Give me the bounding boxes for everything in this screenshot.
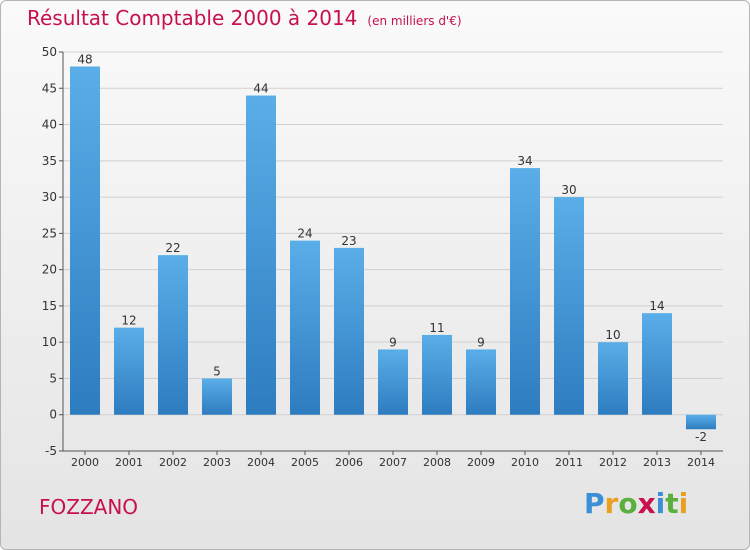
data-label: 48 (77, 53, 92, 67)
data-labels: 48 12 22 5 44 24 23 9 11 9 34 30 10 14 -2 (77, 53, 707, 445)
commune-name: FOZZANO (39, 495, 139, 519)
bar (246, 95, 276, 415)
logo-letter: i (678, 487, 689, 520)
data-label: 5 (213, 364, 221, 378)
bar (686, 414, 716, 430)
y-tick-label: 0 (49, 408, 57, 422)
y-tick-label: 35 (42, 154, 57, 168)
data-label: 34 (517, 154, 532, 168)
bar (290, 240, 320, 415)
data-label: 24 (297, 227, 312, 241)
axes: -5 0 5 10 15 20 25 30 35 40 45 50 2000 2001 2002 2003 20… (42, 45, 723, 469)
x-tick-label: 2001 (115, 456, 143, 469)
y-tick-label: 30 (42, 190, 57, 204)
y-tick-label: 20 (42, 263, 57, 277)
chart-title: Résultat Comptable 2000 à 2014 (en millie… (27, 6, 462, 30)
x-tick-label: 2009 (467, 456, 495, 469)
x-tick-label: 2011 (555, 456, 583, 469)
data-label: 14 (649, 299, 664, 313)
data-label: 9 (389, 335, 397, 349)
chart-title-text: Résultat Comptable 2000 à 2014 (27, 6, 358, 30)
data-label: 11 (429, 321, 444, 335)
data-label: 9 (477, 335, 485, 349)
bars (70, 66, 716, 430)
x-tick-label: 2002 (159, 456, 187, 469)
bar (510, 168, 540, 415)
x-tick-label: 2006 (335, 456, 363, 469)
logo-letter: x (637, 487, 656, 520)
data-label: 44 (253, 82, 268, 96)
data-label: 12 (121, 314, 136, 328)
y-tick-label: 25 (42, 226, 57, 240)
y-tick-label: 50 (42, 45, 57, 59)
bar (466, 349, 496, 415)
logo-letter: o (618, 487, 638, 520)
x-tick-label: 2007 (379, 456, 407, 469)
data-label: 23 (341, 234, 356, 248)
x-tick-label: 2008 (423, 456, 451, 469)
logo-letter: r (604, 487, 619, 520)
bar (158, 255, 188, 415)
y-tick-label: 45 (42, 81, 57, 95)
bar (378, 349, 408, 415)
bar (70, 66, 100, 415)
chart-subtitle: (en milliers d'€) (367, 14, 462, 28)
y-tick-label: 15 (42, 299, 57, 313)
x-tick-label: 2013 (643, 456, 671, 469)
data-label: 10 (605, 328, 620, 342)
x-tick-label: 2004 (247, 456, 275, 469)
x-tick-label: 2005 (291, 456, 319, 469)
y-tick-label: 5 (49, 371, 57, 385)
bar (554, 197, 584, 415)
bar (642, 313, 672, 415)
data-label: -2 (695, 430, 707, 444)
bar (202, 378, 232, 415)
y-tick-label: 10 (42, 335, 57, 349)
logo-letter: t (665, 487, 679, 520)
x-tick-label: 2012 (599, 456, 627, 469)
proxiti-logo[interactable]: Proxiti (584, 487, 688, 520)
logo-letter: i (655, 487, 666, 520)
x-tick-label: 2014 (687, 456, 715, 469)
logo-letter: P (584, 487, 605, 520)
x-tick-label: 2000 (71, 456, 99, 469)
y-tick-label: -5 (45, 444, 57, 458)
data-label: 30 (561, 183, 576, 197)
data-label: 22 (165, 241, 180, 255)
bar (114, 327, 144, 415)
bar (598, 342, 628, 415)
y-tick-label: 40 (42, 118, 57, 132)
bar (422, 334, 452, 415)
x-tick-label: 2003 (203, 456, 231, 469)
bar (334, 247, 364, 415)
x-tick-label: 2010 (511, 456, 539, 469)
